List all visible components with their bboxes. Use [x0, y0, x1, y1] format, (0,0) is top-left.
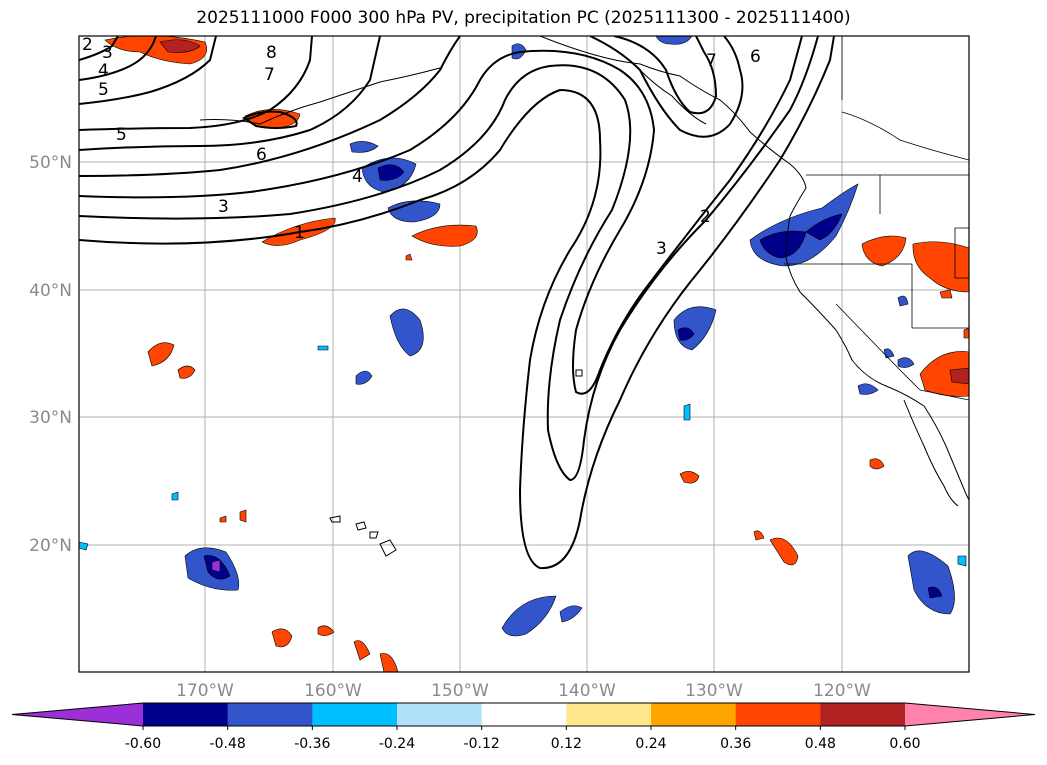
lat-label-40: 40°N — [29, 281, 72, 301]
colorbar-box — [312, 703, 398, 726]
colorbar-tick-label: 0.12 — [551, 736, 582, 752]
lon-label-160w: 160°W — [304, 681, 362, 701]
lat-label-20: 20°N — [29, 536, 72, 556]
colorbar-tick-label: -0.60 — [125, 736, 161, 752]
latitude-labels: 50°N 40°N 30°N 20°N — [29, 153, 72, 556]
colorbar-tick-label: -0.36 — [294, 736, 330, 752]
pv-label-6b: 6 — [750, 47, 761, 67]
colorbar: -0.60 -0.48 -0.36 -0.24 -0.12 0.12 0.24 0.36 0.4… — [11, 702, 1036, 752]
colorbar-box — [566, 703, 652, 726]
pv-contours — [79, 36, 835, 570]
pv-label-7b: 7 — [706, 51, 717, 71]
colorbar-tick-label: 0.24 — [635, 736, 666, 752]
map-area: 1 2 3 3 4 5 5 6 6 7 7 8 2 3 4 — [79, 35, 969, 672]
lon-label-170w: 170°W — [176, 681, 234, 701]
colorbar-tick-label: 0.36 — [720, 736, 751, 752]
colorbar-extend-max — [905, 703, 1035, 726]
colorbar-box — [651, 703, 737, 726]
lon-label-150w: 150°W — [431, 681, 489, 701]
coastlines — [199, 36, 969, 557]
pv-label-4a: 4 — [352, 167, 363, 187]
colorbar-box — [481, 703, 567, 726]
colorbar-tick-label: -0.48 — [210, 736, 246, 752]
precip-negative-anomalies — [79, 36, 967, 637]
longitude-labels: 170°W 160°W 150°W 140°W 130°W 120°W — [176, 681, 871, 701]
pv-label-4b: 4 — [98, 61, 109, 81]
lat-label-50: 50°N — [29, 153, 72, 173]
pv-label-3c: 3 — [102, 43, 113, 63]
colorbar-tick-label: -0.12 — [464, 736, 500, 752]
colorbar-tick-label: -0.24 — [379, 736, 415, 752]
map-title: 2025111000 F000 300 hPa PV, precipitatio… — [196, 8, 851, 28]
pv-label-5b: 5 — [116, 125, 127, 145]
colorbar-box — [820, 703, 906, 726]
pv-label-3a: 3 — [218, 197, 229, 217]
colorbar-tick-label: 0.48 — [805, 736, 836, 752]
pv-label-2: 2 — [700, 207, 711, 227]
pv-label-7a: 7 — [264, 65, 275, 85]
colorbar-box — [143, 703, 229, 726]
pv-label-1: 1 — [294, 223, 305, 243]
pv-label-2b: 2 — [82, 35, 93, 55]
map-frame — [78, 35, 970, 673]
pv-contour-labels: 1 2 3 3 4 5 5 6 6 7 7 8 2 3 4 — [82, 35, 761, 259]
colorbar-box — [397, 703, 483, 726]
lon-label-130w: 130°W — [685, 681, 743, 701]
colorbar-tick-label: 0.60 — [889, 736, 920, 752]
pv-label-6a: 6 — [256, 145, 267, 165]
pv-label-3b: 3 — [656, 239, 667, 259]
gridlines — [79, 36, 969, 672]
colorbar-box — [735, 703, 821, 726]
lon-label-140w: 140°W — [558, 681, 616, 701]
colorbar-box — [227, 703, 313, 726]
pv-label-8: 8 — [266, 43, 277, 63]
pv-label-5a: 5 — [98, 80, 109, 100]
lat-label-30: 30°N — [29, 408, 72, 428]
lon-label-120w: 120°W — [813, 681, 871, 701]
borders — [784, 36, 969, 401]
colorbar-extend-min — [12, 703, 143, 726]
